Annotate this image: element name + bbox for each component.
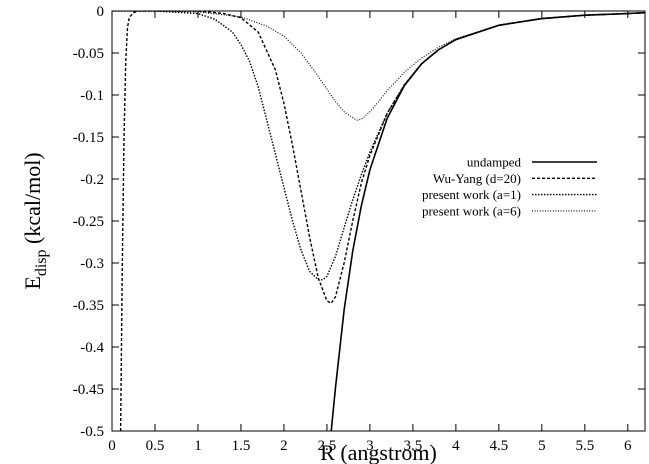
- legend-label: present work (a=6): [422, 203, 521, 218]
- x-tick-label: 3: [366, 438, 374, 454]
- y-axis-title-subscript: disp: [33, 250, 50, 277]
- y-axis-title: Edisp (kcal/mol): [20, 152, 50, 289]
- y-tick-label: -0.5: [80, 424, 104, 440]
- series-line-2: [119, 11, 645, 431]
- y-tick-label: -0.4: [80, 340, 104, 356]
- y-tick-label: -0.45: [73, 382, 104, 398]
- x-axis: 0 0.5 1 1.5 2 2.5 3 3.5 4 4.5 5 5.5 6: [108, 11, 632, 454]
- x-tick-label: 1: [194, 438, 202, 454]
- series-line-4: [112, 11, 645, 121]
- x-tick-label: 0: [108, 438, 116, 454]
- series-line-3: [112, 11, 645, 281]
- y-tick-label: -0.15: [73, 130, 104, 146]
- x-tick-label: 5.5: [575, 438, 594, 454]
- x-tick-label: 5: [538, 438, 546, 454]
- y-axis: 0 -0.05 -0.1 -0.15 -0.2 -0.25 -0.3 -0.35 -0.4 -0.…: [73, 4, 645, 440]
- legend-label: undamped: [467, 155, 522, 170]
- plot-area: [111, 10, 646, 432]
- x-tick-label: 3.5: [404, 438, 423, 454]
- x-tick-label: 6: [624, 438, 632, 454]
- x-tick-label: 0.5: [146, 438, 165, 454]
- y-tick-label: -0.25: [73, 214, 104, 230]
- y-tick-label: -0.3: [80, 256, 104, 272]
- series-line-1: [330, 11, 645, 431]
- x-axis-title: R (angstrom): [320, 440, 437, 464]
- y-tick-label: -0.1: [80, 88, 104, 104]
- x-tick-label: 4: [452, 438, 460, 454]
- x-tick-label: 4.5: [489, 438, 508, 454]
- plot-frame: [111, 10, 646, 432]
- legend-label: Wu-Yang (d=20): [433, 171, 521, 186]
- y-tick-label: -0.35: [73, 298, 104, 314]
- series-layer: [112, 11, 645, 431]
- y-tick-label: 0: [97, 4, 105, 20]
- y-axis-title-rest: (kcal/mol): [20, 152, 45, 249]
- x-tick-label: 2.5: [318, 438, 337, 454]
- y-tick-label: -0.2: [80, 172, 104, 188]
- y-axis-title-main: E: [20, 276, 45, 289]
- x-tick-label: 1.5: [232, 438, 251, 454]
- x-tick-label: 2: [280, 438, 288, 454]
- legend-label: present work (a=1): [422, 187, 521, 202]
- y-tick-label: -0.05: [73, 46, 104, 62]
